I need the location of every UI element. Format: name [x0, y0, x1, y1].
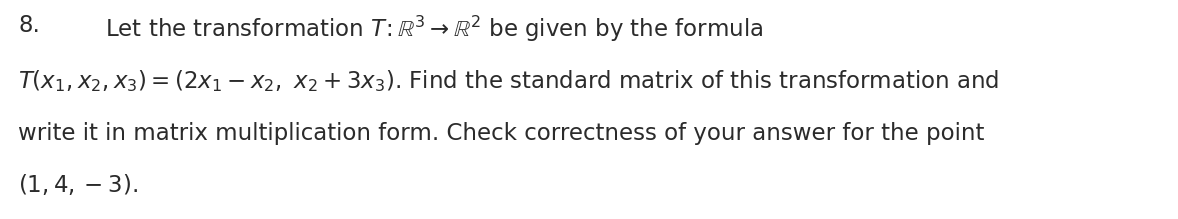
Text: write it in matrix multiplication form. Check correctness of your answer for the: write it in matrix multiplication form. …	[18, 122, 985, 145]
Text: $T(x_1,x_2,x_3)=(2x_1-x_2,\ x_2+3x_3)$. Find the standard matrix of this transfo: $T(x_1,x_2,x_3)=(2x_1-x_2,\ x_2+3x_3)$. …	[18, 68, 999, 94]
Text: $(1,4,-3)$.: $(1,4,-3)$.	[18, 172, 138, 197]
Text: Let the transformation $T\!:\mathbb{R}^3 \rightarrow \mathbb{R}^2$ be given by t: Let the transformation $T\!:\mathbb{R}^3…	[105, 14, 763, 44]
Text: 8.: 8.	[18, 14, 40, 37]
